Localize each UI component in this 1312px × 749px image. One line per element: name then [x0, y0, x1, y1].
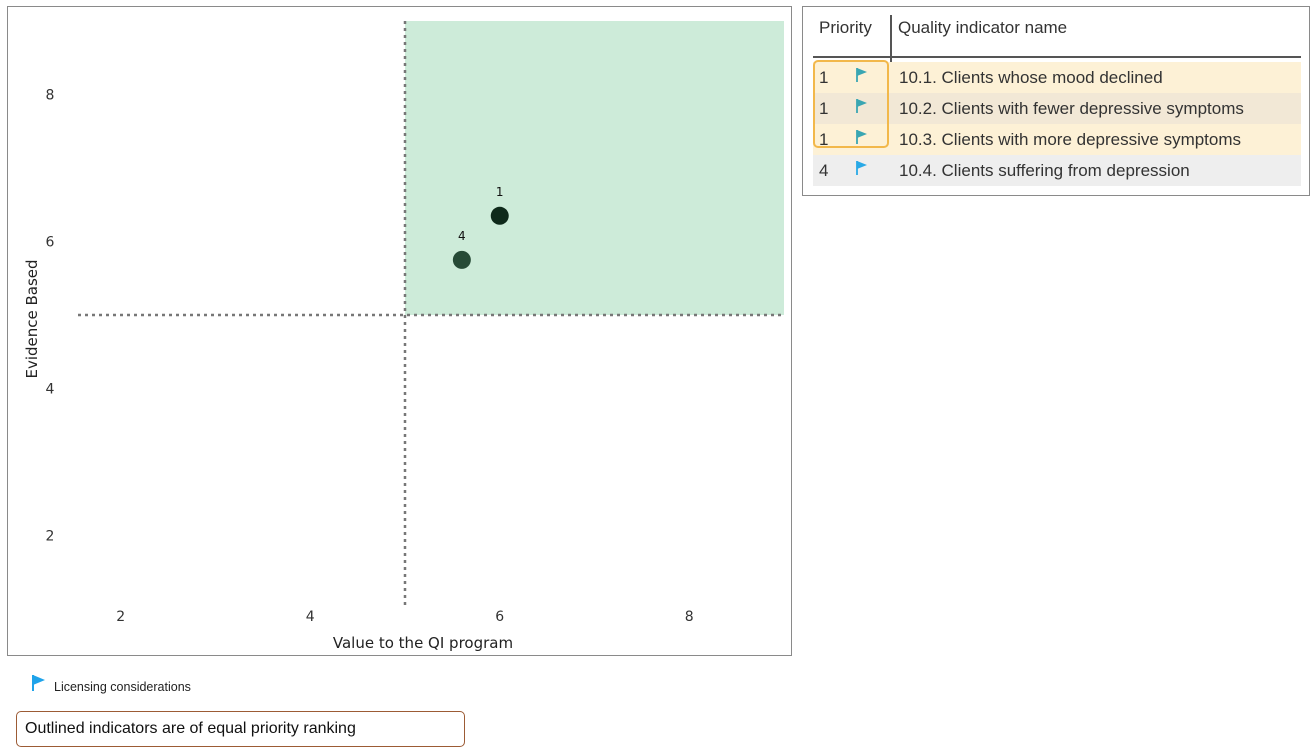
- y-tick-label: 6: [46, 235, 55, 251]
- y-tick-label: 4: [46, 382, 55, 398]
- priority-cell: 4: [819, 161, 829, 180]
- data-point-label: 4: [458, 229, 466, 243]
- flag-icon: [855, 129, 869, 149]
- indicator-name-cell: 10.3. Clients with more depressive sympt…: [899, 130, 1242, 149]
- header-underline: [813, 56, 1301, 58]
- priority-cell: 1: [819, 130, 829, 149]
- priority-table: Priority Quality indicator name 1 10.1. C…: [802, 6, 1310, 196]
- y-tick-label: 2: [46, 529, 55, 545]
- highlight-quadrant: [405, 21, 784, 315]
- column-header-name: Quality indicator name: [898, 18, 1068, 37]
- priority-cell: 1: [819, 99, 829, 118]
- y-axis-ticks: 2 4 6 8: [46, 88, 55, 545]
- table-row[interactable]: 1 10.3. Clients with more depressive symp…: [813, 124, 1301, 155]
- indicator-name-cell: 10.1. Clients whose mood declined: [899, 68, 1163, 87]
- flag-icon: [32, 675, 45, 691]
- note-box: Outlined indicators are of equal priorit…: [16, 711, 465, 747]
- x-tick-label: 2: [116, 609, 125, 625]
- data-point-label: 1: [496, 185, 504, 199]
- x-axis-ticks: 2 4 6 8: [116, 609, 693, 625]
- column-header-priority: Priority: [819, 18, 872, 37]
- data-point[interactable]: [452, 250, 471, 269]
- priority-cell: 1: [819, 68, 829, 87]
- x-tick-label: 4: [306, 609, 315, 625]
- indicator-name-cell: 10.4. Clients suffering from depression: [899, 161, 1190, 180]
- flag-icon: [855, 160, 869, 180]
- x-tick-label: 8: [685, 609, 694, 625]
- header-divider: [890, 15, 892, 56]
- data-points: 14: [452, 185, 509, 269]
- note-text: Outlined indicators are of equal priorit…: [25, 720, 356, 737]
- legend-label: Licensing considerations: [54, 680, 191, 694]
- table-row[interactable]: 4 10.4. Clients suffering from depression: [813, 155, 1301, 186]
- y-axis-title: Evidence Based: [23, 259, 41, 378]
- indicator-name-cell: 10.2. Clients with fewer depressive symp…: [899, 99, 1244, 118]
- table-row[interactable]: 1 10.2. Clients with fewer depressive sym…: [813, 93, 1301, 124]
- flag-icon: [855, 98, 869, 118]
- x-axis-title: Value to the QI program: [333, 634, 513, 652]
- table-row[interactable]: 1 10.1. Clients whose mood declined: [813, 62, 1301, 93]
- flag-icon: [855, 67, 869, 87]
- y-tick-label: 8: [46, 88, 55, 104]
- data-point[interactable]: [490, 206, 509, 225]
- x-tick-label: 6: [495, 609, 504, 625]
